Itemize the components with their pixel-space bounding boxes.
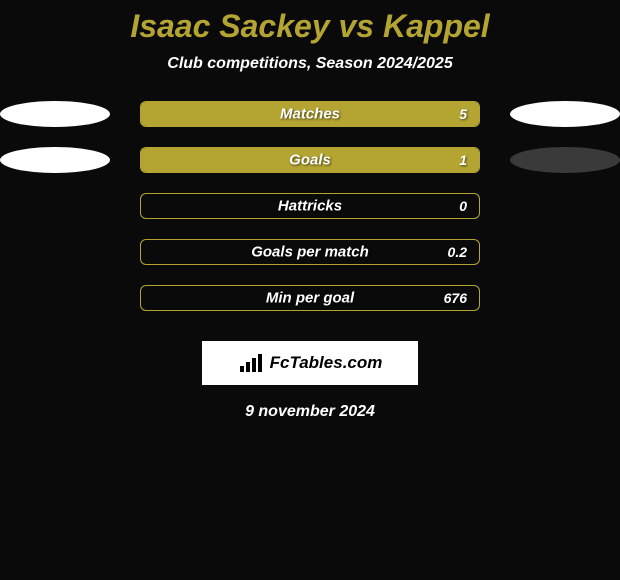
stat-row-goals: Goals 1 xyxy=(0,147,620,173)
logo-text: FcTables.com xyxy=(270,353,383,373)
stat-row-matches: Matches 5 xyxy=(0,101,620,127)
stat-row-gpm: Goals per match 0.2 xyxy=(0,239,620,265)
bar-gpm: Goals per match 0.2 xyxy=(140,239,480,265)
bar-mpg: Min per goal 676 xyxy=(140,285,480,311)
comparison-infographic: Isaac Sackey vs Kappel Club competitions… xyxy=(0,0,620,421)
bar-value-mpg: 676 xyxy=(444,290,467,306)
page-subtitle: Club competitions, Season 2024/2025 xyxy=(167,55,452,73)
ellipse-right-goals xyxy=(510,147,620,173)
stat-row-hattricks: Hattricks 0 xyxy=(0,193,620,219)
bar-value-goals: 1 xyxy=(459,152,467,168)
bar-label-mpg: Min per goal xyxy=(266,290,354,307)
logo-box: FcTables.com xyxy=(202,341,418,385)
date-line: 9 november 2024 xyxy=(245,403,375,421)
bar-value-hattricks: 0 xyxy=(459,198,467,214)
page-title: Isaac Sackey vs Kappel xyxy=(130,8,489,45)
bar-goals: Goals 1 xyxy=(140,147,480,173)
bar-hattricks: Hattricks 0 xyxy=(140,193,480,219)
ellipse-left-goals xyxy=(0,147,110,173)
ellipse-left-matches xyxy=(0,101,110,127)
bar-label-gpm: Goals per match xyxy=(251,244,369,261)
stat-row-mpg: Min per goal 676 xyxy=(0,285,620,311)
bar-value-gpm: 0.2 xyxy=(448,244,467,260)
chart-icon xyxy=(238,352,264,374)
bar-label-matches: Matches xyxy=(280,106,340,123)
bar-matches: Matches 5 xyxy=(140,101,480,127)
bar-value-matches: 5 xyxy=(459,106,467,122)
ellipse-right-matches xyxy=(510,101,620,127)
bar-label-goals: Goals xyxy=(289,152,331,169)
bar-label-hattricks: Hattricks xyxy=(278,198,342,215)
